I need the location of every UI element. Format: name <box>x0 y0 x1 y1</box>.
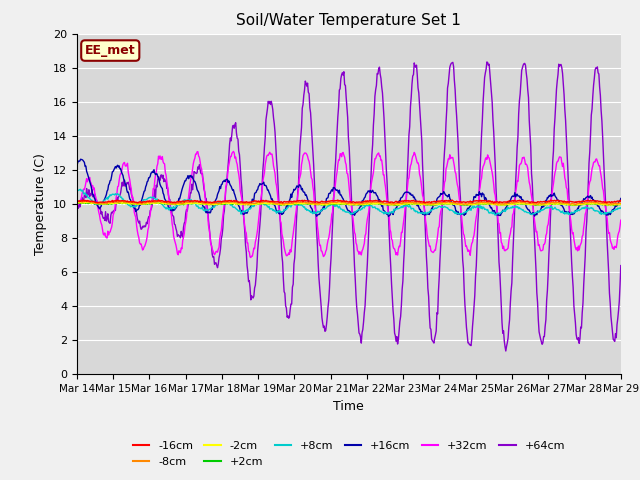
+8cm <box>84 193 92 199</box>
-2cm <box>617 201 625 207</box>
-8cm <box>431 200 439 206</box>
+2cm <box>416 201 424 207</box>
-16cm <box>223 198 231 204</box>
+64cm <box>415 90 422 96</box>
+2cm <box>431 202 439 208</box>
+16cm <box>223 176 231 182</box>
+8cm <box>492 212 499 218</box>
+16cm <box>385 214 392 219</box>
-2cm <box>140 201 147 206</box>
Line: -8cm: -8cm <box>77 201 621 204</box>
+16cm <box>73 164 81 169</box>
-16cm <box>73 198 81 204</box>
+2cm <box>73 201 81 206</box>
+32cm <box>139 247 147 253</box>
+8cm <box>195 205 202 211</box>
-8cm <box>195 199 202 204</box>
-8cm <box>73 199 81 205</box>
Line: +64cm: +64cm <box>77 62 621 351</box>
+32cm <box>223 179 230 185</box>
+64cm <box>502 348 509 354</box>
-2cm <box>416 201 424 207</box>
+16cm <box>433 200 440 206</box>
+2cm <box>140 201 147 207</box>
+32cm <box>83 176 90 181</box>
+32cm <box>417 174 424 180</box>
+2cm <box>83 200 90 206</box>
+8cm <box>77 187 84 192</box>
+64cm <box>139 223 147 229</box>
-8cm <box>416 200 424 206</box>
-16cm <box>80 197 88 203</box>
+8cm <box>140 197 147 203</box>
+16cm <box>195 190 202 195</box>
-16cm <box>431 199 439 204</box>
+16cm <box>84 170 92 176</box>
Line: -2cm: -2cm <box>77 202 621 205</box>
+64cm <box>431 336 438 341</box>
Title: Soil/Water Temperature Set 1: Soil/Water Temperature Set 1 <box>236 13 461 28</box>
+8cm <box>617 205 625 211</box>
+16cm <box>417 206 424 212</box>
+2cm <box>604 203 611 208</box>
-16cm <box>490 200 497 206</box>
-2cm <box>81 199 89 205</box>
+2cm <box>223 201 231 207</box>
-16cm <box>416 198 424 204</box>
-2cm <box>431 202 439 207</box>
Y-axis label: Temperature (C): Temperature (C) <box>35 153 47 255</box>
+64cm <box>73 207 81 213</box>
-8cm <box>223 199 231 205</box>
+16cm <box>617 195 625 201</box>
-8cm <box>572 202 579 207</box>
+16cm <box>140 191 147 197</box>
+32cm <box>617 217 625 223</box>
-16cm <box>140 199 147 205</box>
-16cm <box>84 198 92 204</box>
+8cm <box>73 187 81 192</box>
+32cm <box>194 149 202 155</box>
+8cm <box>223 200 231 205</box>
-8cm <box>140 200 147 206</box>
Text: EE_met: EE_met <box>85 44 136 57</box>
+64cm <box>194 164 202 170</box>
-16cm <box>195 199 202 205</box>
+64cm <box>483 59 491 65</box>
-2cm <box>73 200 81 206</box>
+2cm <box>195 201 202 207</box>
-2cm <box>494 203 502 208</box>
+32cm <box>73 204 81 210</box>
+2cm <box>120 200 128 205</box>
-8cm <box>84 199 92 204</box>
-8cm <box>617 200 625 206</box>
Line: +16cm: +16cm <box>77 159 621 216</box>
-16cm <box>617 198 625 204</box>
Line: -16cm: -16cm <box>77 200 621 203</box>
+16cm <box>77 156 84 162</box>
+32cm <box>230 148 237 154</box>
+64cm <box>223 182 230 188</box>
Legend: -16cm, -8cm, -2cm, +2cm, +8cm, +16cm, +32cm, +64cm: -16cm, -8cm, -2cm, +2cm, +8cm, +16cm, +3… <box>128 437 570 471</box>
+8cm <box>416 210 424 216</box>
+64cm <box>83 186 90 192</box>
-2cm <box>195 201 202 206</box>
-2cm <box>223 201 231 206</box>
+64cm <box>617 263 625 268</box>
X-axis label: Time: Time <box>333 400 364 413</box>
-2cm <box>84 200 92 205</box>
+32cm <box>247 254 255 260</box>
Line: +32cm: +32cm <box>77 151 621 257</box>
-8cm <box>82 198 90 204</box>
+32cm <box>433 242 440 248</box>
+2cm <box>617 202 625 207</box>
Line: +2cm: +2cm <box>77 203 621 205</box>
Line: +8cm: +8cm <box>77 190 621 215</box>
+8cm <box>431 205 439 211</box>
